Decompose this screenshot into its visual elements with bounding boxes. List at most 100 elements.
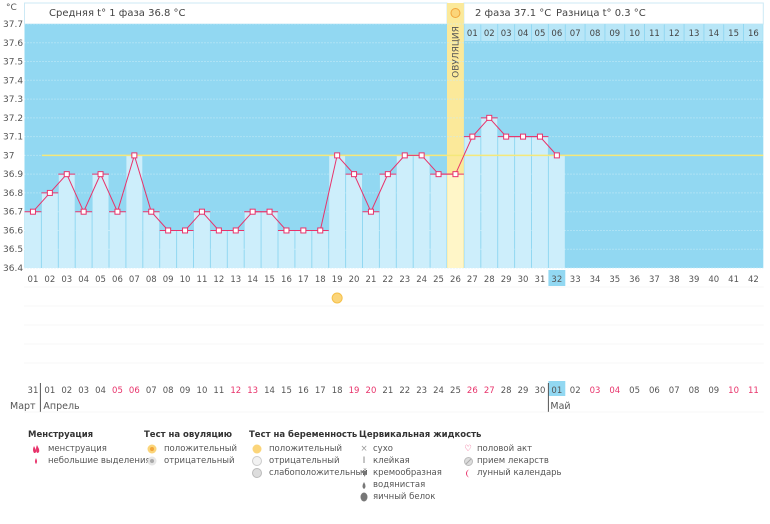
date-label: 26: [467, 386, 478, 396]
cycle-day-label: 13: [230, 275, 241, 285]
cycle-day-label: 20: [349, 275, 360, 285]
y-tick-label: 36.9: [3, 170, 23, 180]
legend-item: яичный белок: [373, 492, 436, 502]
temperature-bar: [481, 117, 498, 268]
phase2-day-label: 04: [518, 29, 529, 39]
ovulation-positive-icon: [144, 444, 160, 454]
legend-item: сухо: [373, 444, 393, 454]
cycle-day-label: 05: [95, 275, 106, 285]
temperature-point: [148, 208, 155, 215]
y-axis-unit: °C: [6, 3, 17, 13]
cycle-day-label: 21: [366, 275, 377, 285]
legend-menstruation: Менструация менструация небольшие выделе…: [28, 430, 151, 467]
temperature-bar: [126, 155, 143, 268]
y-tick-label: 37.6: [3, 39, 23, 49]
temperature-bar: [464, 136, 481, 268]
date-label: 03: [78, 386, 89, 396]
cycle-day-label: 36: [629, 275, 640, 285]
cycle-day-label: 23: [399, 275, 410, 285]
date-label: 22: [399, 386, 410, 396]
temperature-point: [503, 133, 510, 140]
cycle-day-label: 27: [467, 275, 478, 285]
bbt-chart: ОВУЛЯЦИЯ 37.7 37.6 37.5 37.4 37.3 37.2 37.1 37 36…: [3, 2, 764, 413]
legend-item: лунный календарь: [477, 468, 562, 478]
temperature-bar: [160, 230, 177, 268]
y-tick-label: 37.5: [3, 58, 23, 68]
phase2-day-cell: [498, 24, 515, 41]
temperature-bar: [515, 136, 531, 268]
phase2-day-cell: [605, 24, 625, 41]
y-tick-label: 37.3: [3, 95, 23, 105]
temperature-bar: [295, 230, 312, 268]
temperature-bar: [25, 211, 41, 268]
temperature-bar: [194, 211, 210, 268]
cycle-day-label: 31: [535, 275, 546, 285]
phase2-day-label: 08: [590, 29, 601, 39]
temperature-point: [418, 152, 425, 159]
temperature-bar: [261, 211, 278, 268]
temperature-point: [131, 152, 138, 159]
cycle-day-label: 25: [433, 275, 444, 285]
phase2-day-cell: [565, 24, 585, 41]
temperature-point: [97, 171, 104, 178]
y-tick-label: 36.4: [3, 264, 23, 274]
cycle-day-label: 37: [649, 275, 660, 285]
date-label: 01: [551, 386, 562, 396]
legend-item: прием лекарств: [477, 456, 549, 466]
legend-item: небольшие выделения: [48, 456, 151, 466]
temperature-bar: [177, 230, 193, 268]
temperature-point: [520, 133, 527, 140]
temperature-point: [232, 227, 239, 234]
month-label: Апрель: [43, 401, 80, 412]
cycle-day-label: 33: [570, 275, 581, 285]
temperature-bar: [41, 192, 58, 268]
temperature-point: [401, 152, 408, 159]
phase1-average: Средняя t° 1 фаза 36.8 °С: [49, 8, 186, 19]
legend-item: менструация: [48, 444, 107, 454]
spotting-drop-icon: [28, 457, 44, 465]
cycle-day-label: 38: [669, 275, 680, 285]
phase2-day-cell: [704, 24, 724, 41]
temperature-bar: [75, 211, 92, 268]
legend-title: Тест на овуляцию: [144, 430, 233, 440]
cycle-day-label: 26: [450, 275, 461, 285]
date-label: 07: [146, 386, 157, 396]
ovulation-negative-icon: [144, 456, 160, 466]
cycle-day-label: 22: [382, 275, 393, 285]
legend-item: положительный: [164, 444, 237, 454]
temperature-bar: [143, 211, 160, 268]
cycle-day-label: 17: [298, 275, 309, 285]
phase2-day-label: 03: [501, 29, 512, 39]
legend-item: клейкая: [373, 456, 410, 466]
temperature-point: [63, 171, 70, 178]
legend-other: ♡ половой акт прием лекарств лунный кален…: [463, 443, 562, 479]
pregnancy-positive-icon: [249, 444, 265, 454]
legend-ovulation-test: Тест на овуляцию положительный отрицател…: [144, 430, 237, 467]
phase2-day-cell: [464, 24, 481, 41]
cycle-day-label: 15: [264, 275, 275, 285]
cycle-day-label: 04: [78, 275, 89, 285]
pill-icon: [463, 456, 473, 466]
legend-pregnancy-test: Тест на беременность положительный отриц…: [249, 430, 368, 479]
temperature-point: [334, 152, 341, 159]
temperature-bar: [312, 230, 329, 268]
date-label: 21: [382, 386, 393, 396]
cycle-day-label: 06: [112, 275, 123, 285]
date-label: 09: [180, 386, 191, 396]
cycle-day-label: 40: [708, 275, 719, 285]
temperature-point: [249, 208, 256, 215]
temperature-point: [198, 208, 205, 215]
y-tick-label: 37.1: [3, 133, 23, 143]
temperature-bar: [92, 174, 109, 268]
phase2-day-cell: [481, 24, 498, 41]
date-label: 31: [28, 386, 39, 396]
y-tick-label: 37.7: [3, 20, 23, 30]
date-label: 20: [366, 386, 377, 396]
date-label: 02: [61, 386, 72, 396]
date-label: 19: [349, 386, 360, 396]
y-tick-label: 37.4: [3, 76, 23, 86]
legend-title: Менструация: [28, 430, 94, 440]
cycle-day-label: 28: [484, 275, 495, 285]
date-label: 25: [450, 386, 461, 396]
